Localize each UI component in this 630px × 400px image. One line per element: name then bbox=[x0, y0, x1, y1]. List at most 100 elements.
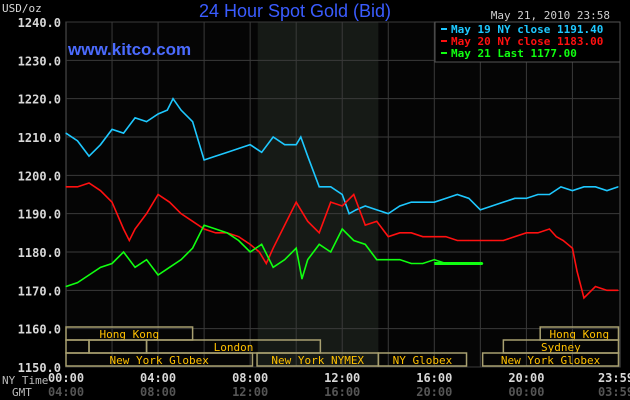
data-point bbox=[128, 239, 130, 242]
data-point bbox=[76, 140, 79, 142]
data-point bbox=[261, 243, 263, 245]
data-point bbox=[364, 205, 366, 207]
data-point bbox=[422, 201, 424, 203]
data-point bbox=[301, 278, 303, 280]
data-point bbox=[157, 113, 159, 115]
data-point bbox=[180, 109, 182, 111]
data-point bbox=[376, 220, 378, 222]
data-point bbox=[387, 259, 389, 261]
data-point bbox=[265, 262, 267, 265]
data-point bbox=[606, 190, 608, 192]
data-point bbox=[192, 220, 194, 222]
nymex-shading bbox=[257, 22, 379, 367]
data-point bbox=[606, 289, 608, 291]
data-point bbox=[203, 224, 205, 226]
data-point bbox=[134, 266, 136, 268]
data-point bbox=[548, 193, 551, 196]
x-tick-ny: 08:00 bbox=[232, 371, 268, 385]
session-box bbox=[377, 352, 468, 367]
data-point bbox=[300, 136, 302, 138]
data-point bbox=[387, 236, 389, 238]
data-point bbox=[172, 98, 174, 100]
legend-entry: May 20 NY close 1183.00 bbox=[451, 35, 603, 48]
data-point bbox=[226, 232, 228, 234]
data-point bbox=[111, 128, 113, 130]
session-label: Sydney bbox=[541, 341, 581, 354]
data-point bbox=[399, 205, 401, 207]
x-tick-ny: 12:00 bbox=[324, 371, 360, 385]
data-point bbox=[168, 266, 171, 268]
data-point bbox=[312, 251, 315, 253]
data-point bbox=[562, 239, 564, 242]
session-label: Hong Kong bbox=[550, 328, 610, 341]
data-point bbox=[99, 190, 102, 192]
ny-time-label: NY Time bbox=[2, 374, 48, 387]
legend-box bbox=[434, 21, 621, 63]
session-box bbox=[481, 352, 620, 367]
data-point bbox=[445, 197, 447, 199]
data-point bbox=[410, 201, 412, 203]
data-point bbox=[88, 182, 90, 184]
data-point bbox=[364, 243, 366, 245]
chart-title: 24 Hour Spot Gold (Bid) bbox=[199, 1, 391, 21]
data-point bbox=[238, 147, 240, 150]
data-point bbox=[192, 247, 194, 249]
data-point bbox=[111, 201, 113, 203]
data-point bbox=[272, 247, 274, 249]
data-point bbox=[76, 282, 79, 284]
x-tick-gmt: 03:59 bbox=[598, 385, 630, 399]
legend-entry: May 19 NY close 1191.40 bbox=[451, 23, 603, 36]
data-point bbox=[410, 262, 412, 265]
data-point bbox=[560, 186, 562, 188]
data-point bbox=[348, 213, 350, 215]
data-point bbox=[364, 224, 366, 226]
session-label: NY Globex bbox=[393, 354, 453, 367]
y-tick-label: 1180.0 bbox=[18, 246, 61, 260]
data-point bbox=[272, 266, 274, 268]
data-point bbox=[134, 117, 136, 119]
legend-swatch bbox=[441, 52, 447, 54]
data-point bbox=[571, 190, 574, 192]
data-point bbox=[272, 136, 274, 138]
data-point bbox=[122, 251, 125, 253]
data-point bbox=[387, 213, 389, 215]
x-tick-ny: 23:59 bbox=[598, 371, 630, 385]
data-point bbox=[295, 144, 297, 146]
data-point bbox=[456, 193, 458, 196]
data-point bbox=[180, 259, 182, 261]
legend-swatch bbox=[441, 28, 447, 30]
data-point bbox=[307, 220, 309, 222]
x-tick-gmt: 20:00 bbox=[416, 385, 452, 399]
data-point bbox=[514, 197, 516, 199]
data-point bbox=[491, 239, 493, 242]
data-point bbox=[65, 132, 67, 134]
session-label: New York NYMEX bbox=[271, 354, 364, 367]
data-point bbox=[525, 197, 527, 199]
data-point bbox=[192, 121, 194, 123]
data-point bbox=[353, 193, 355, 196]
data-point bbox=[491, 205, 493, 207]
data-point bbox=[122, 132, 125, 134]
x-tick-ny: 16:00 bbox=[416, 371, 452, 385]
x-tick-ny: 04:00 bbox=[140, 371, 176, 385]
data-point bbox=[238, 239, 240, 242]
data-point bbox=[583, 186, 585, 188]
y-tick-label: 1230.0 bbox=[18, 54, 61, 68]
x-tick-gmt: 12:00 bbox=[232, 385, 268, 399]
data-point bbox=[203, 228, 205, 230]
data-point bbox=[479, 239, 481, 242]
data-point bbox=[355, 209, 357, 211]
data-point bbox=[330, 251, 332, 253]
data-point bbox=[594, 285, 597, 288]
data-point bbox=[249, 144, 251, 146]
data-point bbox=[525, 232, 527, 234]
data-point bbox=[318, 232, 320, 234]
data-point bbox=[88, 274, 90, 276]
y-tick-label: 1220.0 bbox=[18, 93, 61, 107]
data-point bbox=[215, 232, 217, 234]
data-point bbox=[249, 251, 251, 253]
data-point bbox=[410, 232, 412, 234]
data-point bbox=[65, 186, 67, 188]
data-point bbox=[157, 193, 159, 196]
